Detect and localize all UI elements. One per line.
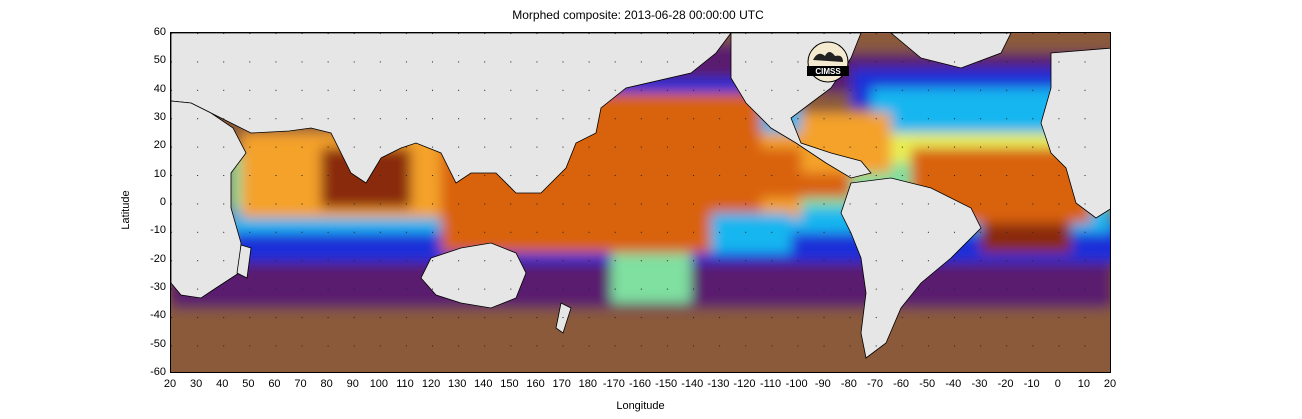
y-tick-label: -60 <box>150 366 166 378</box>
x-tick-label: 90 <box>346 378 359 390</box>
y-tick-label: -50 <box>150 337 166 350</box>
x-tick-label: 20 <box>1103 378 1117 390</box>
x-tick-label: 80 <box>320 378 333 390</box>
y-tick-label: 40 <box>153 82 166 95</box>
x-tick-label: -170 <box>602 378 625 390</box>
x-tick-label: 0 <box>1054 378 1061 390</box>
x-tick-label: -110 <box>759 378 782 390</box>
x-tick-label: 70 <box>294 378 307 390</box>
y-tick-label: 0 <box>159 196 166 208</box>
x-tick-label: -140 <box>681 378 704 390</box>
chart-title: Morphed composite: 2013-06-28 00:00:00 U… <box>512 8 764 22</box>
x-tick-label: 10 <box>1077 378 1090 390</box>
x-tick-label: -80 <box>840 378 857 390</box>
y-tick-label: -40 <box>150 309 166 322</box>
x-tick-label: 150 <box>500 378 519 390</box>
logo-text: CIMSS <box>815 67 841 76</box>
x-tick-label: 120 <box>421 378 441 390</box>
y-tick-label: 60 <box>153 26 166 38</box>
y-tick-label: 20 <box>153 139 166 152</box>
y-tick-label: 50 <box>153 54 166 67</box>
x-tick-label: 60 <box>268 378 281 390</box>
x-tick-label: -130 <box>707 378 730 390</box>
x-tick-label: -30 <box>971 378 988 390</box>
map-canvas <box>171 33 1110 372</box>
x-tick-label: -20 <box>997 378 1014 390</box>
x-tick-label: 40 <box>216 378 229 390</box>
x-tick-label: 110 <box>396 378 414 390</box>
x-tick-label: 20 <box>163 378 177 390</box>
y-tick-label: -10 <box>150 224 166 237</box>
x-tick-label: -90 <box>814 378 831 390</box>
y-axis-label: Latitude <box>120 190 132 230</box>
y-tick-label: -20 <box>150 252 166 265</box>
x-tick-label: -160 <box>628 378 652 390</box>
y-tick-label: 10 <box>153 167 166 180</box>
cimss-logo: CIMSS <box>803 40 853 86</box>
x-tick-label: 140 <box>474 378 493 390</box>
x-tick-label: 180 <box>578 378 597 390</box>
x-tick-label: 170 <box>552 378 571 390</box>
x-tick-label: -10 <box>1023 378 1040 390</box>
x-tick-label: 30 <box>189 378 203 390</box>
x-tick-label: -100 <box>785 378 808 390</box>
x-tick-label: -70 <box>867 378 883 390</box>
y-tick-label: -30 <box>150 281 166 293</box>
x-tick-label: -50 <box>919 378 936 390</box>
map-plot-area <box>170 32 1111 373</box>
x-tick-label: 100 <box>369 378 389 390</box>
x-tick-label: 130 <box>448 378 467 390</box>
x-axis-label: Longitude <box>616 400 665 412</box>
x-tick-label: -150 <box>655 378 678 390</box>
x-tick-label: -120 <box>733 378 756 390</box>
x-tick-label: 50 <box>242 378 255 390</box>
x-tick-label: 160 <box>526 378 545 390</box>
y-tick-label: 30 <box>153 111 166 123</box>
x-tick-label: -60 <box>893 378 910 390</box>
graticule <box>171 33 1110 372</box>
x-tick-label: -40 <box>945 378 962 390</box>
